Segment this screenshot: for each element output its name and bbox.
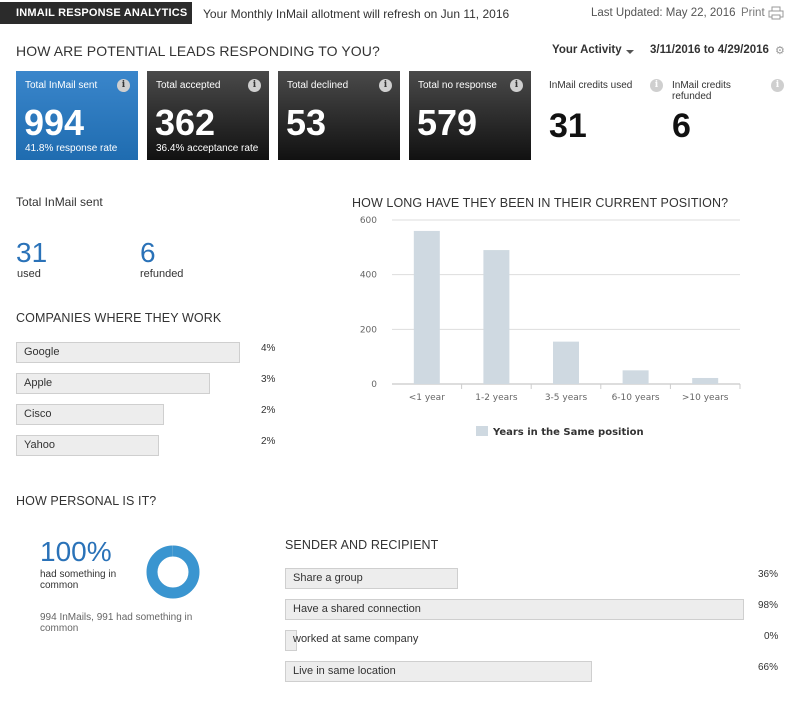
donut-arc [146,545,200,599]
bar [622,370,649,384]
tile-label: InMail credits refunded [672,80,731,102]
x-tick-label: 3-5 years [545,393,588,403]
company-bar-yahoo: Yahoo [16,435,159,456]
sender-bar-same-company: worked at same company [285,630,418,651]
x-tick-label: 6-10 years [612,393,660,403]
print-link[interactable]: Print [741,7,765,19]
info-icon[interactable]: i [248,79,261,92]
tile-value: 53 [286,102,327,143]
sender-bar-shared-connection: Have a shared connection [285,599,744,620]
sender-bar-label: worked at same company [293,633,419,645]
tile-value: 362 [155,102,216,143]
sent-section-title: Total InMail sent [16,195,103,209]
company-bar-google: Google [16,342,240,363]
company-pct: 2% [261,436,276,447]
x-tick-label: >10 years [682,393,729,403]
sender-bar-same-location: Live in same location [285,661,592,682]
info-icon[interactable]: i [650,79,663,92]
x-tick-label: <1 year [409,393,446,403]
position-bar-chart: 0 200 400 600 <1 year 1-2 years 3-5 years 6-10 … [360,216,741,438]
info-icon[interactable]: i [771,79,784,92]
company-bar-cisco: Cisco [16,404,164,425]
info-icon[interactable]: i [510,79,523,92]
bar [692,377,719,384]
used-count: 31 [16,237,48,268]
sender-pct: 36% [758,569,779,580]
legend-swatch [476,426,488,436]
y-tick-label: 600 [360,216,377,226]
bar [483,250,510,384]
last-updated: Last Updated: May 22, 2016 [591,7,736,19]
sender-bar-share-group: Share a group [285,568,458,589]
sender-title: SENDER AND RECIPIENT [285,538,439,552]
sender-pct: 98% [758,600,779,611]
top-bar: INMAIL RESPONSE ANALYTICS Your Monthly I… [0,0,800,28]
tile-credits-refunded: InMail credits refunded i 6 [672,71,792,160]
tile-credits-used: InMail credits used i 31 [549,71,669,160]
tile-value: 579 [417,102,478,143]
tile-subtext: 36.4% acceptance rate [156,143,259,154]
app-title: INMAIL RESPONSE ANALYTICS [0,2,192,24]
sender-pct: 0% [764,631,779,642]
activity-dropdown[interactable]: Your Activity [552,44,622,56]
tile-label: Total accepted [156,80,221,91]
tile-value: 31 [549,107,587,145]
personal-subtext: had something in common [40,569,117,591]
donut-chart [146,545,200,599]
info-icon[interactable]: i [379,79,392,92]
chevron-down-icon[interactable] [626,50,634,54]
y-tick-label: 200 [360,325,377,335]
tile-label: Total no response [418,80,497,91]
company-pct: 3% [261,374,276,385]
used-label: used [17,268,41,280]
bar [413,230,440,384]
personal-title: HOW PERSONAL IS IT? [16,494,157,508]
personal-note: 994 InMails, 991 had something in common [40,612,193,634]
tile-total-sent: Total InMail sent i 994 41.8% response r… [16,71,138,160]
position-chart-title: HOW LONG HAVE THEY BEEN IN THEIR CURRENT… [352,196,729,210]
refunded-count: 6 [140,237,156,268]
y-tick-label: 400 [360,271,377,281]
tile-label: Total InMail sent [25,80,98,91]
legend-label: Years in the Same position [492,427,644,438]
bar [553,341,579,384]
tile-value: 994 [24,102,85,143]
gear-icon[interactable]: ⚙ [775,45,785,57]
company-pct: 2% [261,405,276,416]
tile-label: InMail credits used [549,80,633,91]
y-tick-label: 0 [371,380,377,390]
allotment-notice: Your Monthly InMail allotment will refre… [203,7,510,21]
page-title: HOW ARE POTENTIAL LEADS RESPONDING TO YO… [16,43,380,59]
tile-label: Total declined [287,80,349,91]
companies-title: COMPANIES WHERE THEY WORK [16,311,222,325]
personal-percent: 100% [40,536,112,567]
info-icon[interactable]: i [117,79,130,92]
tile-value: 6 [672,107,691,145]
x-tick-label: 1-2 years [475,393,518,403]
tile-subtext: 41.8% response rate [25,143,118,154]
tile-total-accepted: Total accepted i 362 36.4% acceptance ra… [147,71,269,160]
tile-total-declined: Total declined i 53 [278,71,400,160]
tile-total-no-response: Total no response i 579 [409,71,531,160]
printer-icon[interactable] [768,6,784,20]
date-range-selector[interactable]: 3/11/2016 to 4/29/2016 [650,44,769,56]
company-pct: 4% [261,343,276,354]
company-bar-apple: Apple [16,373,210,394]
sender-pct: 66% [758,662,779,673]
refunded-label: refunded [140,268,184,280]
sender-bar-fill [285,630,297,651]
